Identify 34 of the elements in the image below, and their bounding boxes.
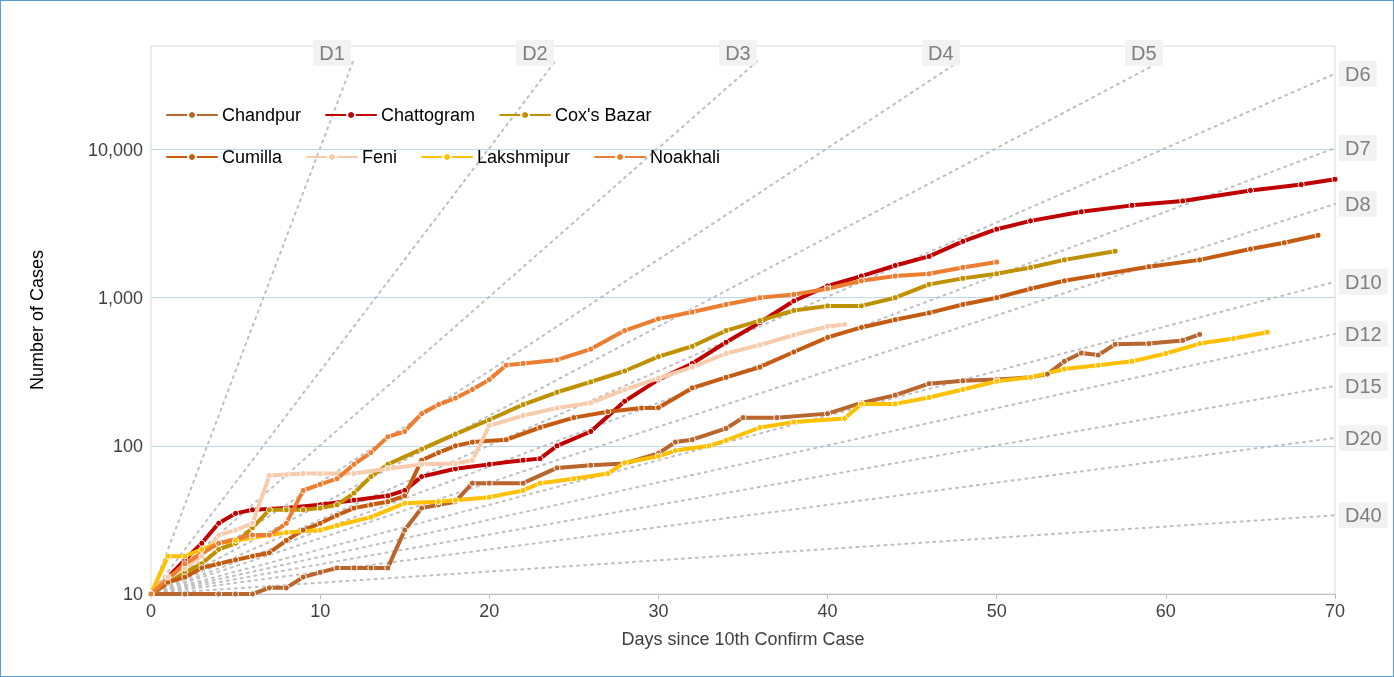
y-tick-label: 100 bbox=[112, 435, 143, 456]
y-tick-label: 1,000 bbox=[97, 287, 143, 308]
series-label: D12 bbox=[1345, 322, 1382, 345]
series-label: D3 bbox=[725, 41, 751, 64]
y-tick-label: 10,000 bbox=[87, 139, 143, 160]
x-tick-label: 50 bbox=[986, 601, 1007, 621]
series-label: D1 bbox=[319, 41, 345, 64]
legend-label: Chandpur bbox=[222, 105, 302, 125]
legend-label: Cumilla bbox=[222, 147, 283, 167]
x-axis-title: Days since 10th Confirm Case bbox=[621, 629, 865, 649]
x-tick-label: 40 bbox=[817, 601, 838, 621]
series-label: D15 bbox=[1345, 374, 1382, 397]
x-tick-label: 10 bbox=[310, 601, 331, 621]
legend-label: Chattogram bbox=[381, 105, 476, 125]
y-tick-label: 10 bbox=[122, 584, 143, 604]
x-tick-label: 70 bbox=[1324, 601, 1346, 621]
legend-label: Cox's Bazar bbox=[555, 105, 652, 125]
series-label: D40 bbox=[1345, 504, 1382, 527]
x-tick-label: 60 bbox=[1155, 601, 1176, 621]
series-label: D8 bbox=[1345, 192, 1371, 215]
x-tick-label: 30 bbox=[648, 601, 669, 621]
series-label: D6 bbox=[1345, 62, 1371, 85]
series-label: D7 bbox=[1345, 137, 1371, 160]
x-tick-label: 0 bbox=[145, 601, 157, 621]
y-axis-title: Number of Cases bbox=[27, 249, 47, 391]
legend-label: Feni bbox=[362, 147, 398, 167]
series-label: D4 bbox=[928, 41, 954, 64]
x-tick-label: 20 bbox=[479, 601, 500, 621]
series-label: D20 bbox=[1345, 426, 1382, 449]
series-label: D5 bbox=[1131, 41, 1157, 64]
series-label: D2 bbox=[522, 41, 548, 64]
legend-label: Noakhali bbox=[650, 147, 721, 167]
legend-label: Lakshmipur bbox=[477, 147, 571, 167]
series-label: D10 bbox=[1345, 270, 1382, 293]
